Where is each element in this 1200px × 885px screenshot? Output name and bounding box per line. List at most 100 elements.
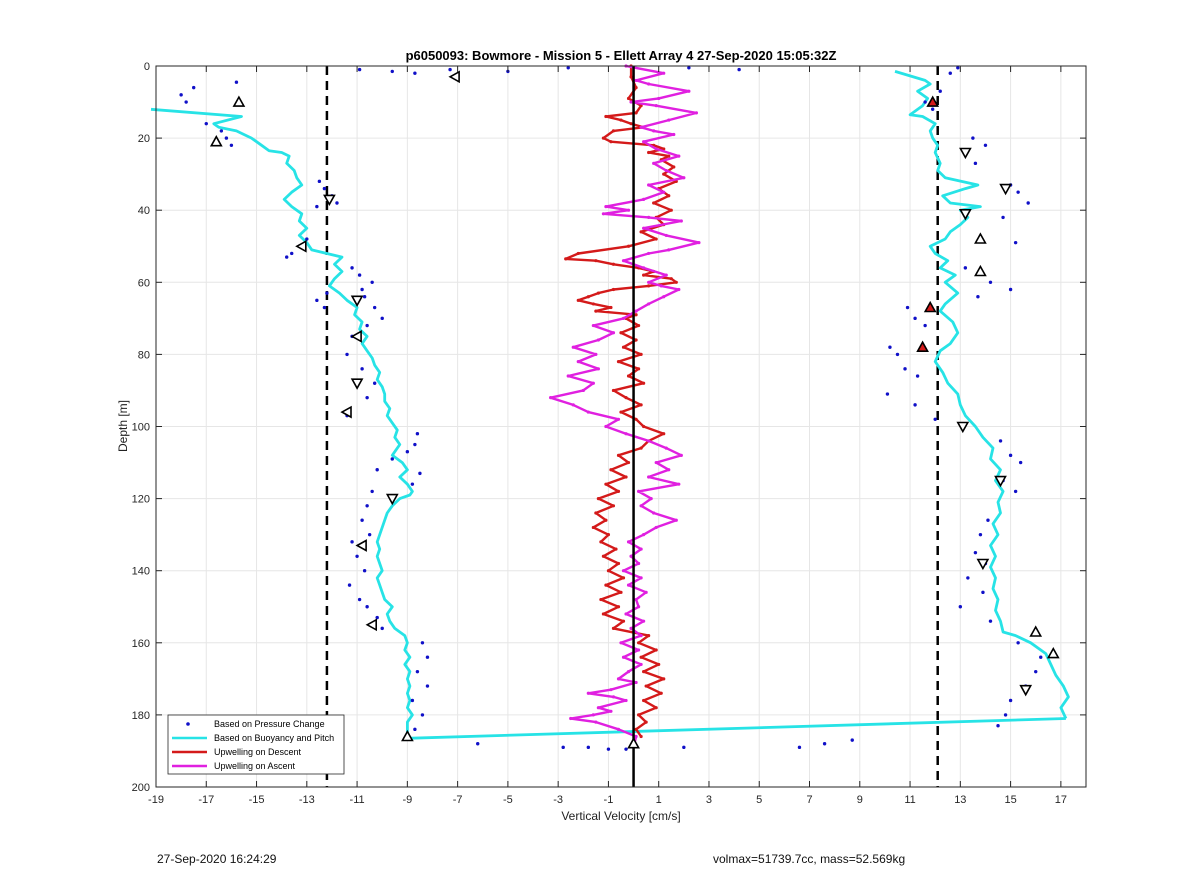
upwelling-ascent-line-point: [652, 511, 656, 515]
upwelling-ascent-line-point: [677, 154, 681, 158]
upwelling-ascent-line-point: [594, 352, 598, 356]
upwelling-descent-line-point: [634, 313, 638, 317]
upwelling-ascent-line-point: [647, 302, 651, 306]
reference-lines: [325, 66, 939, 787]
upwelling-ascent-line-point: [652, 129, 656, 133]
upwelling-descent-line-point: [662, 172, 666, 176]
pressure-change-point: [322, 186, 327, 191]
pressure-change-point: [448, 67, 452, 72]
upwelling-ascent-line-point: [654, 147, 658, 151]
pressure-change-point: [988, 619, 993, 623]
grid-layer: [155, 65, 1086, 788]
pressure-change-point: [606, 747, 611, 751]
upwelling-ascent-line-point: [616, 677, 621, 681]
x-tick-label: 3: [706, 794, 712, 806]
upwelling-ascent-line-point: [642, 197, 646, 201]
legend-label-descent: Upwelling on Descent: [214, 747, 302, 757]
upwelling-descent-line-point: [634, 86, 638, 90]
upwelling-descent-line-point: [669, 208, 673, 212]
pressure-change-point: [420, 641, 425, 645]
pressure-change-point: [933, 417, 937, 421]
pressure-change-point: [938, 89, 942, 93]
pressure-change-point: [365, 605, 369, 609]
upwelling-ascent-line-point: [682, 176, 686, 180]
upwelling-ascent-line-point: [604, 204, 608, 209]
upwelling-descent-line-point: [609, 305, 613, 310]
pressure-change-point: [797, 745, 802, 750]
upwelling-ascent-line-point: [694, 111, 699, 115]
triangle-down-marker: [994, 475, 1007, 488]
upwelling-ascent-line-point: [609, 709, 613, 713]
pressure-change-point: [184, 100, 188, 104]
upwelling-ascent-line-point: [642, 533, 646, 537]
upwelling-ascent-line-point: [664, 273, 668, 277]
pressure-change-point: [1034, 669, 1038, 674]
pressure-change-point: [317, 179, 322, 184]
pressure-change-point: [624, 747, 628, 751]
pressure-change-point: [1008, 453, 1013, 458]
pressure-change-point: [682, 745, 686, 750]
upwelling-descent-line-point: [599, 540, 603, 544]
pressure-change-point: [290, 251, 294, 256]
pressure-change-point: [948, 71, 952, 75]
footer-volmax-mass: volmax=51739.7cc, mass=52.569kg: [713, 852, 906, 866]
upwelling-descent-line-point: [662, 432, 666, 436]
upwelling-descent-line-point: [604, 583, 608, 587]
upwelling-ascent-line-point: [664, 168, 668, 173]
upwelling-descent-line-point: [611, 504, 616, 508]
x-tick-label: 11: [904, 794, 915, 806]
upwelling-ascent-line-point: [687, 89, 691, 93]
pressure-change-point: [981, 590, 985, 595]
triangle-left-marker: [448, 70, 460, 84]
upwelling-ascent-line-point: [654, 460, 658, 465]
upwelling-descent-line-point: [621, 345, 626, 349]
pressure-change-point: [413, 442, 417, 447]
upwelling-descent-line-point: [616, 453, 621, 457]
upwelling-descent-line-point: [674, 280, 678, 284]
y-tick-label: 160: [132, 638, 150, 650]
upwelling-ascent-line-point: [657, 96, 661, 101]
pressure-change-point: [350, 266, 354, 270]
upwelling-ascent-line-point: [647, 251, 651, 256]
pressure-change-point: [476, 742, 480, 746]
pressure-change-point: [345, 352, 349, 357]
pressure-change-point: [365, 323, 369, 328]
upwelling-descent-line-point: [606, 569, 611, 573]
y-tick-label: 60: [138, 277, 150, 289]
upwelling-ascent-line-point: [619, 641, 623, 645]
upwelling-ascent-line-point: [662, 295, 666, 299]
red-triangle-marker: [923, 300, 937, 313]
upwelling-ascent-line-point: [621, 259, 626, 263]
upwelling-ascent-line-point: [571, 403, 575, 407]
upwelling-ascent-line-point: [674, 518, 678, 522]
pressure-change-point: [966, 576, 970, 580]
x-tick-label: 7: [806, 794, 812, 806]
upwelling-ascent-line-point: [654, 525, 658, 530]
pressure-change-point: [561, 745, 565, 750]
upwelling-descent-line-point: [657, 662, 661, 667]
upwelling-descent-line-point: [626, 460, 631, 465]
upwelling-descent-line-point: [591, 302, 595, 306]
upwelling-descent-line-point: [609, 140, 613, 144]
upwelling-descent-line-point: [642, 381, 646, 385]
upwelling-ascent-line-point: [639, 662, 643, 667]
upwelling-descent-line-point: [621, 619, 626, 623]
triangle-down-marker: [350, 295, 364, 307]
upwelling-descent-line-point: [624, 396, 628, 400]
upwelling-descent-line-point: [626, 244, 631, 248]
upwelling-ascent-line-point: [652, 161, 656, 165]
upwelling-descent-line-point: [634, 727, 638, 731]
upwelling-descent-line-point: [594, 309, 598, 313]
upwelling-ascent-line-point: [642, 619, 646, 623]
upwelling-descent-line-point: [659, 691, 663, 695]
red-triangle-marker: [916, 340, 929, 353]
pressure-change-point: [390, 69, 394, 74]
upwelling-ascent-line-point: [642, 140, 646, 144]
pressure-change-point: [1016, 641, 1020, 645]
pressure-change-point: [362, 569, 367, 573]
upwelling-descent-line-point: [624, 475, 628, 479]
plot-area: -19 -17 -15 -13 -11 -9 -7 -5 -3 -1 1 3 5 7 9 11 13 15 1702…: [132, 61, 1087, 806]
y-tick-label: 100: [132, 422, 150, 434]
y-tick-label: 140: [132, 566, 150, 578]
pressure-change-point: [325, 291, 329, 295]
